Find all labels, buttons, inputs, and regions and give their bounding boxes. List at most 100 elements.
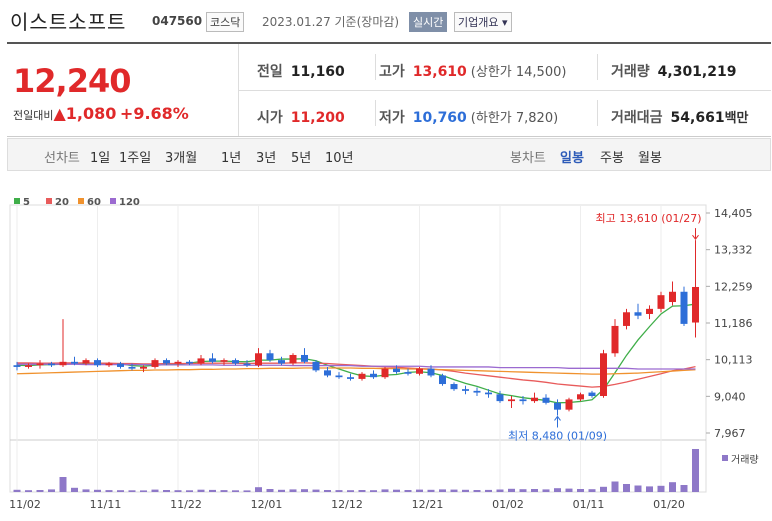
volume-bar [680,485,688,492]
change-label: 전일대비 [13,109,54,122]
legend-swatch [78,198,84,204]
candle-body [186,361,193,364]
max-arrow [692,228,699,241]
volume-bar [531,489,538,492]
tab[interactable]: 월봉 [638,151,662,166]
volume-bar [462,489,469,492]
candle-body [657,295,665,309]
volume-bar [128,490,136,492]
candle-body [312,361,320,371]
candle-body [623,312,630,326]
candle-body [404,372,412,374]
candle-body [278,360,285,364]
volume-bar [358,490,366,492]
volume-bar [554,488,561,492]
tab[interactable]: 3개월 [165,151,198,166]
x-tick-label: 11/02 [9,498,41,511]
min-arrow [554,415,561,428]
candle-body [450,384,458,390]
candle-body [174,361,182,364]
volume-bar [151,489,159,492]
candle-body [94,360,101,366]
stock-code: 047560 [152,14,203,28]
legend-label: 60 [87,197,101,208]
stock-name: 이스트소프트 [10,10,127,34]
company-button[interactable]: 기업개요 ▾ [454,12,512,32]
x-tick-label: 01/02 [492,498,524,511]
volume-bar [140,490,147,492]
candle-body [381,368,389,378]
realtime-button[interactable]: 실시간 [409,12,448,32]
ma-line [17,363,696,370]
candle-body [289,354,297,364]
tab[interactable]: 1년 [221,151,242,166]
y-tick-label: 10,113 [714,354,753,367]
candle-body [59,361,67,366]
x-tick-label: 11/11 [90,498,122,511]
candle-body [335,375,343,378]
volume-bar [347,490,354,492]
candle-body [473,390,481,393]
stat: 거래량 4,301,219 [611,61,736,81]
current-price: 12,240 [13,62,131,100]
tab[interactable]: 일봉 [560,151,584,166]
candle-body [416,368,423,374]
candle-body [531,397,538,402]
legend-swatch [110,198,116,204]
tab[interactable]: 3년 [256,151,277,166]
volume-bar [404,490,412,492]
candle-body [255,353,262,366]
volume-bar [312,489,320,492]
stat: 저가 10,760 (하한가 7,820) [379,107,558,127]
volume-bar [324,490,331,492]
stat: 고가 13,610 (상한가 14,500) [379,61,566,81]
stat-value: 10,760 [412,110,467,126]
min-annotation: 최저 8,480 (01/09) [508,429,607,442]
tab[interactable]: 주봉 [600,151,624,166]
candle-body [25,365,32,367]
candle-body [209,358,216,362]
volume-bar [243,490,251,492]
volume-bar [197,489,205,492]
tab[interactable]: 1일 [90,151,111,166]
tab[interactable]: 5년 [291,151,312,166]
volume-bar [301,489,308,492]
volume-bar [209,489,216,492]
candle-body [554,402,561,410]
volume-bar [450,489,458,492]
volume-bar [427,489,435,492]
candle-body [508,399,515,402]
candle-body [48,363,55,366]
tab[interactable]: 1주일 [119,151,152,166]
volume-bar [82,489,90,492]
volume-bar [485,489,492,492]
legend-swatch [14,198,20,204]
stat-label: 고가 [379,64,405,80]
tab-label: 선차트 [44,151,80,166]
max-annotation: 최고 13,610 (01/27) [595,212,701,225]
volume-bar [289,489,297,492]
stat-extra: (하한가 7,820) [470,111,559,126]
volume-bar [117,490,124,492]
volume-swatch [722,455,728,461]
candle-body [496,394,504,402]
candle-body [243,363,251,366]
tab[interactable]: 10년 [325,151,354,166]
candle-body [82,360,90,364]
change-value: 1,080 [65,104,117,123]
candle-body [71,361,78,364]
volume-bar [542,489,550,492]
stat-label: 저가 [379,110,405,126]
volume-bar [232,490,239,492]
candle-body [588,392,596,396]
stat-unit: 백만 [724,111,749,126]
volume-bar [519,489,527,492]
stat-value: 54,661 [670,110,725,126]
stat-label: 거래대금 [611,110,663,126]
volume-bar [577,489,584,492]
volume-bar [266,489,274,492]
volume-bar [94,489,101,492]
stat: 전일 11,160 [257,61,345,81]
volume-bar [439,489,446,492]
